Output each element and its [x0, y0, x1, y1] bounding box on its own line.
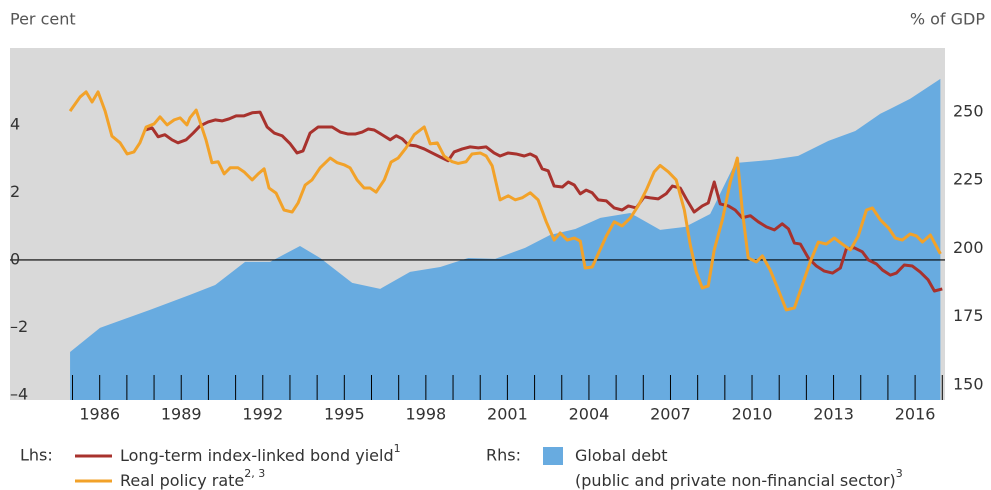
- legend-label: Global debt: [575, 446, 668, 465]
- legend-group-label: Lhs:: [20, 446, 53, 465]
- legend-description: (public and private non-financial sector…: [575, 467, 903, 490]
- y-tick-label: 2: [10, 182, 20, 201]
- x-tick-label: 2007: [650, 405, 691, 424]
- legend-swatch: [543, 447, 563, 465]
- y2-tick-label: 225: [953, 170, 984, 189]
- legend-footnote: 2, 3: [244, 467, 265, 480]
- legend-name: Global debt: [575, 446, 668, 465]
- legend-footnote: 1: [394, 442, 401, 455]
- y-tick-label: –4: [10, 384, 28, 403]
- x-tick-label: 1992: [242, 405, 283, 424]
- legend-description-text: (public and private non-financial sector…: [575, 471, 896, 490]
- x-tick-label: 2001: [487, 405, 528, 424]
- line: [144, 110, 943, 293]
- area: [70, 78, 941, 400]
- legend-name: Real policy rate: [120, 471, 244, 490]
- x-tick-label: 2010: [732, 405, 773, 424]
- y-tick-label: 4: [10, 114, 20, 133]
- legend-label: Real policy rate2, 3: [120, 467, 265, 490]
- y2-tick-label: 150: [953, 374, 984, 393]
- x-tick-label: 1986: [79, 405, 120, 424]
- x-tick-label: 2013: [813, 405, 854, 424]
- legend-footnote: 3: [896, 467, 903, 480]
- y2-tick-label: 250: [953, 101, 984, 120]
- y2-tick-label: 200: [953, 238, 984, 257]
- legend-label: Long-term index-linked bond yield1: [120, 442, 401, 465]
- y-tick-label: –2: [10, 317, 28, 336]
- x-tick-label: 1989: [161, 405, 202, 424]
- left-axis-title: Per cent: [10, 10, 76, 29]
- x-tick-label: 2004: [569, 405, 610, 424]
- right-axis-title: % of GDP: [910, 10, 986, 29]
- x-tick-label: 2016: [895, 405, 936, 424]
- x-tick-label: 1995: [324, 405, 365, 424]
- line: [68, 90, 942, 312]
- x-tick-label: 1998: [405, 405, 446, 424]
- y-tick-label: 0: [10, 249, 20, 268]
- legend-name: Long-term index-linked bond yield: [120, 446, 394, 465]
- y2-tick-label: 175: [953, 306, 984, 325]
- legend-group-label: Rhs:: [486, 446, 521, 465]
